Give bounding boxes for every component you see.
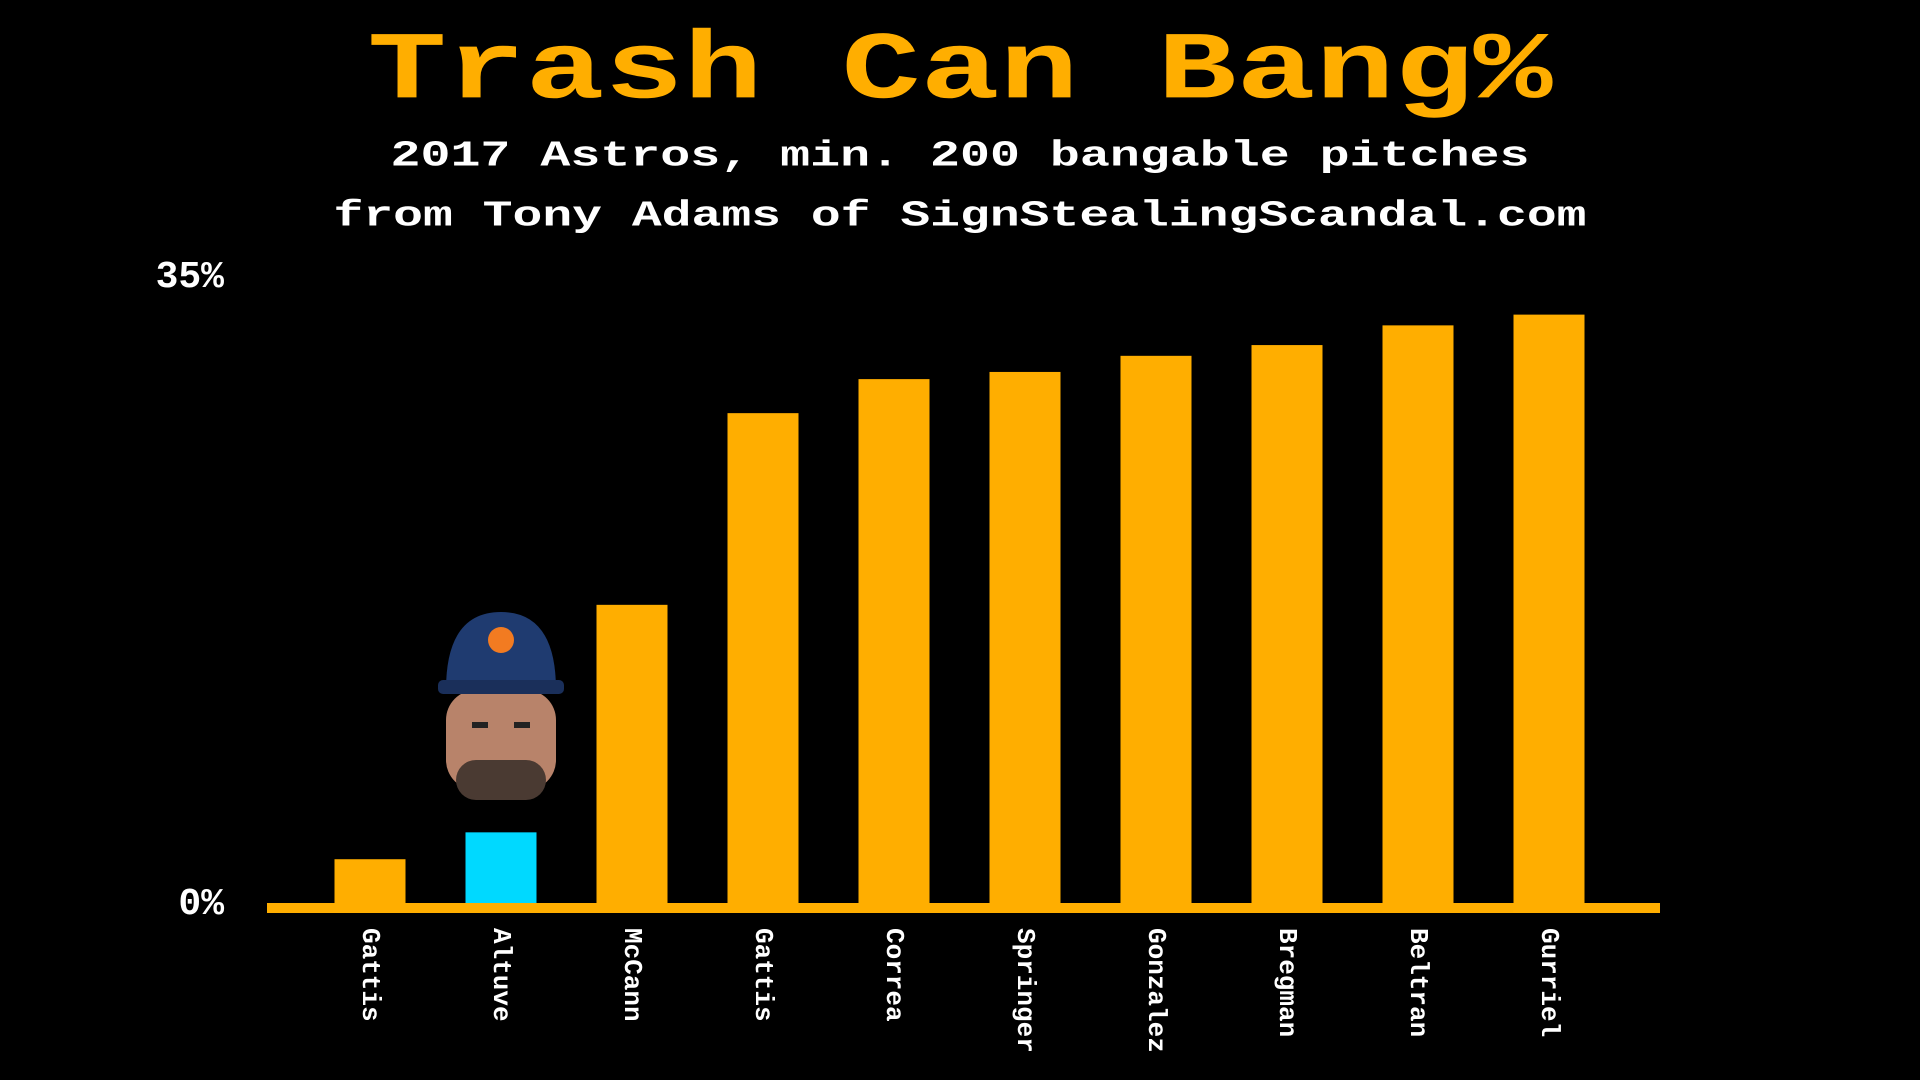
x-tick-label: Gattis [355, 928, 385, 1022]
chart-title: Trash Can Bang% [368, 17, 1554, 126]
bar [334, 859, 406, 904]
cap-brim [438, 680, 564, 694]
player-avatar [438, 612, 564, 800]
x-tick-label: Gattis [748, 928, 778, 1022]
eye [514, 722, 530, 728]
x-axis [267, 903, 1660, 913]
subtitle: from Tony Adams of SignStealingScandal.c… [334, 196, 1587, 237]
x-tick-label: Correa [879, 928, 909, 1022]
bar [465, 832, 537, 904]
y-tick-label: 35% [156, 256, 225, 299]
x-tick-label: Beltran [1403, 928, 1433, 1037]
y-tick-label: 0% [178, 883, 224, 926]
bar [1251, 345, 1323, 904]
bar [596, 604, 668, 904]
bar [1513, 314, 1585, 904]
x-tick-label: Gurriel [1534, 928, 1564, 1037]
eye [472, 722, 488, 728]
bar [1120, 355, 1192, 904]
bar [858, 379, 930, 904]
cap-logo [488, 627, 514, 653]
x-tick-label: Gonzalez [1141, 928, 1171, 1053]
subtitle: 2017 Astros, min. 200 bangable pitches [391, 136, 1530, 177]
bar [727, 413, 799, 904]
x-tick-label: Altuve [486, 928, 516, 1022]
beard [456, 760, 546, 800]
x-tick-label: Bregman [1272, 928, 1302, 1037]
bar [989, 371, 1061, 905]
x-tick-label: Springer [1010, 928, 1040, 1053]
x-tick-label: McCann [617, 928, 647, 1022]
bar [1382, 325, 1454, 905]
